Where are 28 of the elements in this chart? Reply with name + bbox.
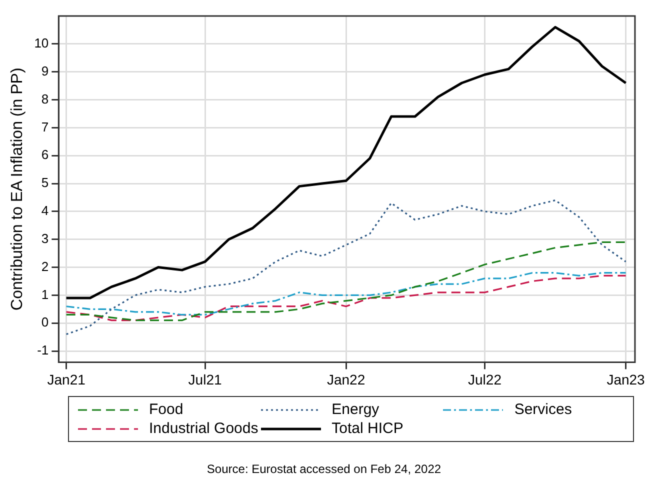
legend-label: Industrial Goods	[149, 420, 258, 437]
line-series	[66, 241, 627, 322]
source-note: Source: Eurostat accessed on Feb 24, 2022	[206, 462, 442, 476]
x-tick-label: Jul21	[188, 371, 222, 388]
y-tick-label: 7	[41, 119, 49, 134]
y-tick-label: 5	[41, 175, 49, 190]
y-tick-label: 0	[41, 314, 49, 330]
y-tick-label: 8	[41, 91, 49, 106]
x-tick-label: Jan23	[606, 371, 646, 388]
y-tick-label: 3	[41, 230, 49, 246]
y-tick-label: 10	[34, 35, 49, 50]
x-tick-label: Jul22	[468, 371, 502, 388]
y-tick-label: 1	[41, 286, 49, 302]
x-tick-label: Jan22	[326, 371, 366, 388]
y-tick-label: 4	[41, 203, 49, 218]
legend-label: Food	[149, 401, 184, 418]
y-tick-label: 9	[41, 63, 49, 78]
y-tick-label: 6	[41, 147, 49, 162]
line-series	[66, 274, 627, 322]
line-series	[66, 272, 627, 316]
legend-label: Energy	[332, 401, 380, 418]
legend-label: Services	[514, 401, 572, 418]
line-series	[66, 199, 627, 336]
y-axis-title: Contribution to EA Inflation (in PP)	[9, 68, 26, 310]
y-tick-label: 2	[41, 258, 49, 274]
y-tick-label: -1	[37, 342, 49, 358]
x-tick-label: Jan21	[47, 371, 86, 388]
legend-label: Total HICP	[332, 420, 404, 437]
